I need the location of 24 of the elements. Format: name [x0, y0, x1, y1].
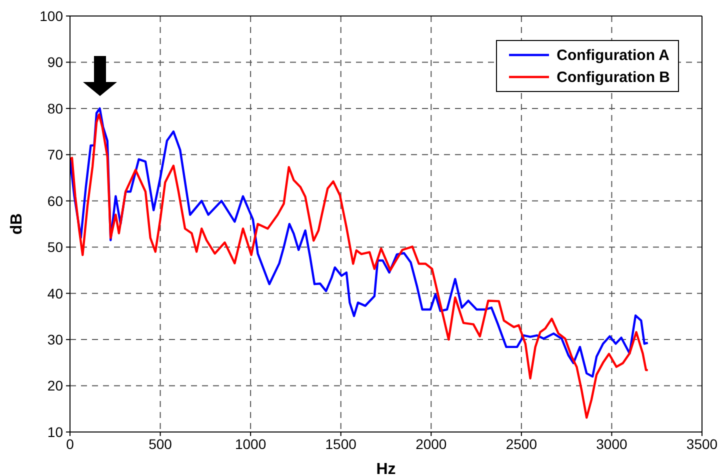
y-tick-label: 30	[47, 332, 64, 348]
line-series	[70, 113, 649, 419]
x-tick-label: 500	[148, 436, 172, 452]
y-tick-label: 20	[47, 378, 64, 394]
x-tick-label: 3500	[686, 436, 718, 452]
y-tick-label: 40	[47, 285, 64, 302]
x-axis-title: Hz	[376, 461, 396, 476]
x-tick-label: 3000	[596, 436, 628, 452]
y-tick-label: 70	[47, 146, 64, 163]
x-tick-label: 2500	[506, 436, 538, 452]
y-tick-label: 60	[47, 192, 64, 209]
y-tick-label: 10	[47, 424, 64, 440]
y-axis-title: dB	[8, 213, 26, 235]
x-tick-label: 1500	[325, 436, 357, 452]
x-tick-label: 0	[66, 436, 74, 452]
legend-label: Configuration A	[556, 46, 670, 64]
y-tick-label: 90	[47, 54, 64, 70]
x-tick-label: 2000	[416, 436, 447, 452]
y-tick-label: 80	[47, 100, 64, 116]
legend-label: Configuration B	[556, 68, 670, 86]
x-tick-label: 1000	[234, 436, 266, 452]
y-tick-label: 100	[40, 8, 64, 24]
y-tick-label: 50	[47, 239, 64, 256]
line-series	[70, 107, 649, 378]
